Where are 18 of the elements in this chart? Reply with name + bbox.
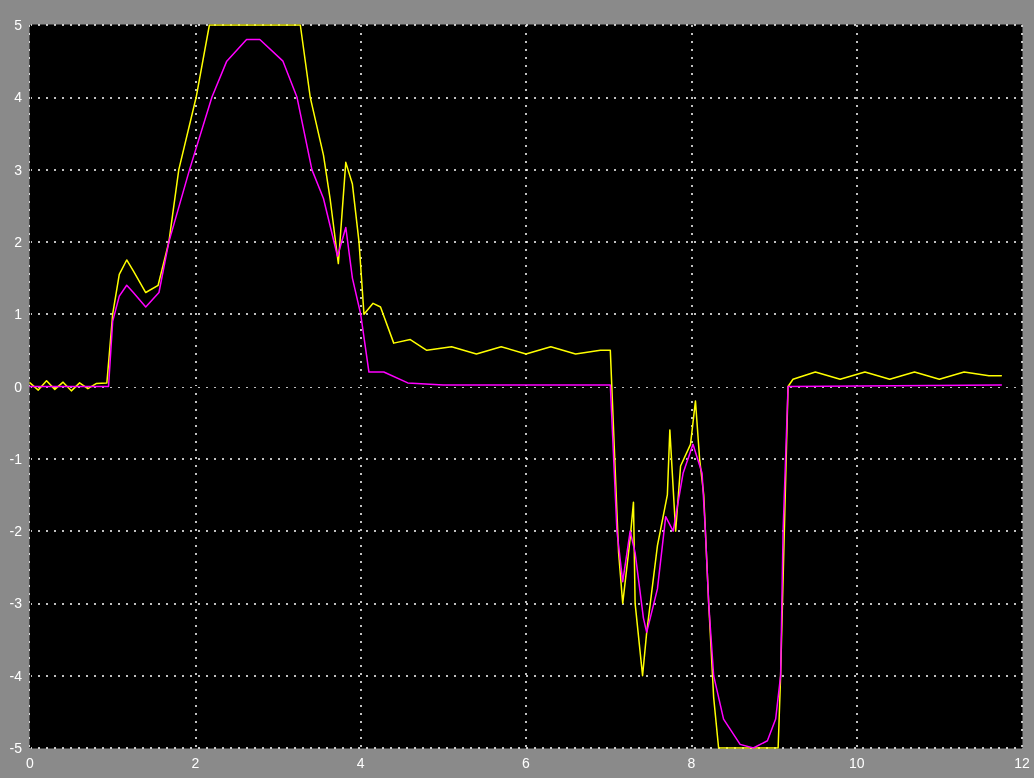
y-tick-label: 4 — [14, 89, 23, 106]
y-tick-label: -3 — [9, 595, 23, 612]
y-tick-label: 0 — [14, 378, 23, 395]
y-tick-label: 5 — [14, 17, 23, 33]
y-tick-label: -5 — [9, 740, 23, 756]
y-tick-label: 2 — [14, 233, 23, 250]
x-tick-label: 8 — [687, 755, 696, 771]
y-tick-label: -1 — [9, 450, 23, 467]
x-tick-label: 0 — [26, 755, 35, 771]
x-tick-label: 2 — [191, 755, 200, 771]
y-tick-label: 3 — [14, 161, 23, 178]
y-tick-label: -4 — [9, 667, 23, 684]
y-tick-label: 1 — [14, 306, 23, 323]
x-tick-label: 4 — [356, 755, 365, 771]
y-tick-label: -2 — [9, 523, 23, 540]
x-tick-label: 6 — [522, 755, 531, 771]
x-tick-label: 12 — [1014, 755, 1030, 771]
x-tick-label: 10 — [848, 755, 865, 771]
